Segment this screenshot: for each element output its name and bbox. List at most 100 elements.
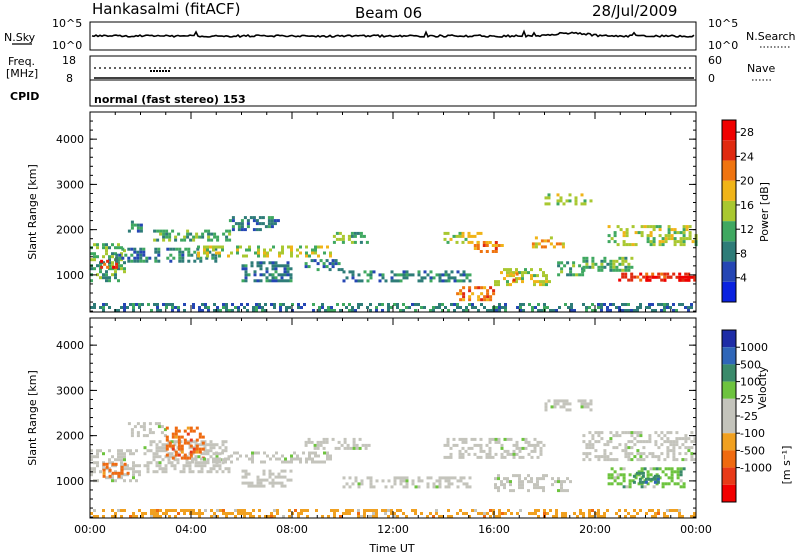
velocity-colorbar-unit: [m s⁻¹] xyxy=(780,446,793,485)
power-band-23 xyxy=(90,303,693,312)
power-colorbar-tick-5: 24 xyxy=(740,150,754,163)
power-colorbar-tick-4: 20 xyxy=(740,175,754,188)
power-colorbar-seg-6 xyxy=(722,160,736,181)
power-band-9 xyxy=(332,231,369,244)
freq-tick-bottom: 8 xyxy=(66,72,73,85)
cpid-label: CPID xyxy=(10,90,39,103)
velocity-colorbar-tick-3: 25 xyxy=(740,393,754,406)
velocity-colorbar-seg-6 xyxy=(722,433,736,451)
power-band-2 xyxy=(127,220,143,233)
velocity-colorbar-tick-2: 100 xyxy=(740,376,761,389)
velocity-band-7 xyxy=(304,437,371,450)
velocity-band-4 xyxy=(102,462,130,478)
power-colorbar-seg-3 xyxy=(722,221,736,242)
power-band-19 xyxy=(582,256,634,272)
velocity-band-6 xyxy=(241,469,293,488)
noise-panel: N.Sky 10^5 10^0 10^5 10^0 N.Search xyxy=(4,17,796,52)
power-colorbar-tick-3: 16 xyxy=(740,199,754,212)
x-tick-0: 00:00 xyxy=(74,523,106,536)
date-title: 28/Jul/2009 xyxy=(592,2,677,20)
velocity-colorbar-tick-6: -500 xyxy=(740,444,765,457)
nave-tick-bottom: 0 xyxy=(708,72,715,85)
velocity-colorbar-seg-3 xyxy=(722,381,736,399)
power-colorbar-seg-2 xyxy=(722,241,736,262)
velocity-colorbar: Velocity [m s⁻¹] 1000 500 100 25 -25 -100 -500… xyxy=(721,329,793,503)
power-colorbar-tick-1: 8 xyxy=(740,247,747,260)
power-ytick-2: 3000 xyxy=(56,178,84,191)
power-band-12 xyxy=(473,241,504,253)
velocity-colorbar-seg-2 xyxy=(722,364,736,382)
velocity-colorbar-seg-0 xyxy=(722,330,736,348)
power-colorbar-seg-4 xyxy=(722,200,736,222)
power-band-20 xyxy=(607,225,698,247)
nave-tick-top: 60 xyxy=(708,54,722,67)
nsky-tick-bottom: 10^0 xyxy=(52,39,82,52)
nave-label: Nave xyxy=(747,62,775,75)
velocity-colorbar-label: Velocity xyxy=(756,366,769,410)
power-band-18 xyxy=(557,261,585,277)
power-band-8 xyxy=(304,259,344,272)
freq-unit: [MHz] xyxy=(6,67,38,80)
velocity-band-15 xyxy=(90,509,696,518)
x-axis-label: Time UT xyxy=(368,542,414,554)
velocity-band-14 xyxy=(632,471,660,484)
velocity-ytick-3: 4000 xyxy=(56,339,84,352)
velocity-colorbar-seg-1 xyxy=(722,347,736,365)
power-band-11 xyxy=(443,231,483,244)
velocity-colorbar-seg-5 xyxy=(722,416,736,434)
velocity-colorbar-seg-7 xyxy=(722,450,736,468)
x-tick-6: 00:00 xyxy=(680,523,712,536)
velocity-band-5 xyxy=(191,451,332,464)
power-ylabel: Slant Range [km] xyxy=(26,164,39,260)
power-band-5 xyxy=(197,245,332,258)
freq-tick-top: 18 xyxy=(62,54,76,67)
power-colorbar-tick-6: 28 xyxy=(740,126,754,139)
power-colorbar-tick-2: 12 xyxy=(740,223,754,236)
velocity-ylabel: Slant Range [km] xyxy=(26,370,39,466)
power-band-3 xyxy=(115,247,218,263)
power-colorbar: Power [dB] 4 8 12 16 20 24 28 xyxy=(721,119,771,303)
power-ytick-0: 1000 xyxy=(56,269,84,282)
nsky-tick-top: 10^5 xyxy=(52,17,82,30)
station-title: Hankasalmi (fitACF) xyxy=(92,0,240,18)
nsearch-tick-bottom: 10^0 xyxy=(708,39,738,52)
velocity-band-8 xyxy=(342,476,472,489)
velocity-band-9 xyxy=(443,437,546,459)
velocity-colorbar-tick-0: 1000 xyxy=(740,341,768,354)
power-panel: Slant Range [km] 1000 2000 3000 4000 xyxy=(26,111,698,313)
velocity-colorbar-tick-7: -1000 xyxy=(740,462,772,475)
x-tick-2: 08:00 xyxy=(276,523,308,536)
power-colorbar-label: Power [dB] xyxy=(758,182,771,242)
velocity-ytick-0: 1000 xyxy=(56,475,84,488)
power-colorbar-seg-8 xyxy=(722,120,736,141)
power-colorbar-seg-1 xyxy=(722,261,736,282)
velocity-band-10 xyxy=(494,474,572,493)
velocity-colorbar-tick-4: -25 xyxy=(740,410,758,423)
power-band-13 xyxy=(494,268,551,287)
velocity-colorbar-seg-8 xyxy=(722,467,736,485)
power-band-17 xyxy=(544,193,593,206)
nsearch-tick-top: 10^5 xyxy=(708,17,738,30)
beam-title: Beam 06 xyxy=(355,4,422,22)
power-colorbar-tick-0: 4 xyxy=(740,272,747,285)
freq-label: Freq. xyxy=(8,55,35,68)
cpid-text: normal (fast stereo) 153 xyxy=(94,93,246,106)
power-cells xyxy=(90,193,698,312)
velocity-band-11 xyxy=(544,399,593,412)
power-colorbar-seg-0 xyxy=(722,281,736,302)
x-axis: Time UT 00:00 04:00 08:00 12:00 16:00 20:00 00… xyxy=(74,523,712,554)
nsky-trace xyxy=(91,29,695,39)
power-band-6 xyxy=(228,216,280,232)
x-tick-4: 16:00 xyxy=(478,523,510,536)
power-band-15 xyxy=(456,286,496,302)
velocity-band-12 xyxy=(582,431,697,462)
velocity-band-2 xyxy=(127,422,167,438)
x-tick-5: 20:00 xyxy=(579,523,611,536)
power-colorbar-seg-5 xyxy=(722,180,736,201)
nsearch-label: N.Search xyxy=(746,30,796,43)
velocity-panel: Slant Range [km] 1000 2000 3000 4000 xyxy=(26,317,697,519)
velocity-colorbar-seg-9 xyxy=(722,484,736,502)
power-ytick-3: 4000 xyxy=(56,133,84,146)
velocity-ytick-1: 2000 xyxy=(56,430,84,443)
